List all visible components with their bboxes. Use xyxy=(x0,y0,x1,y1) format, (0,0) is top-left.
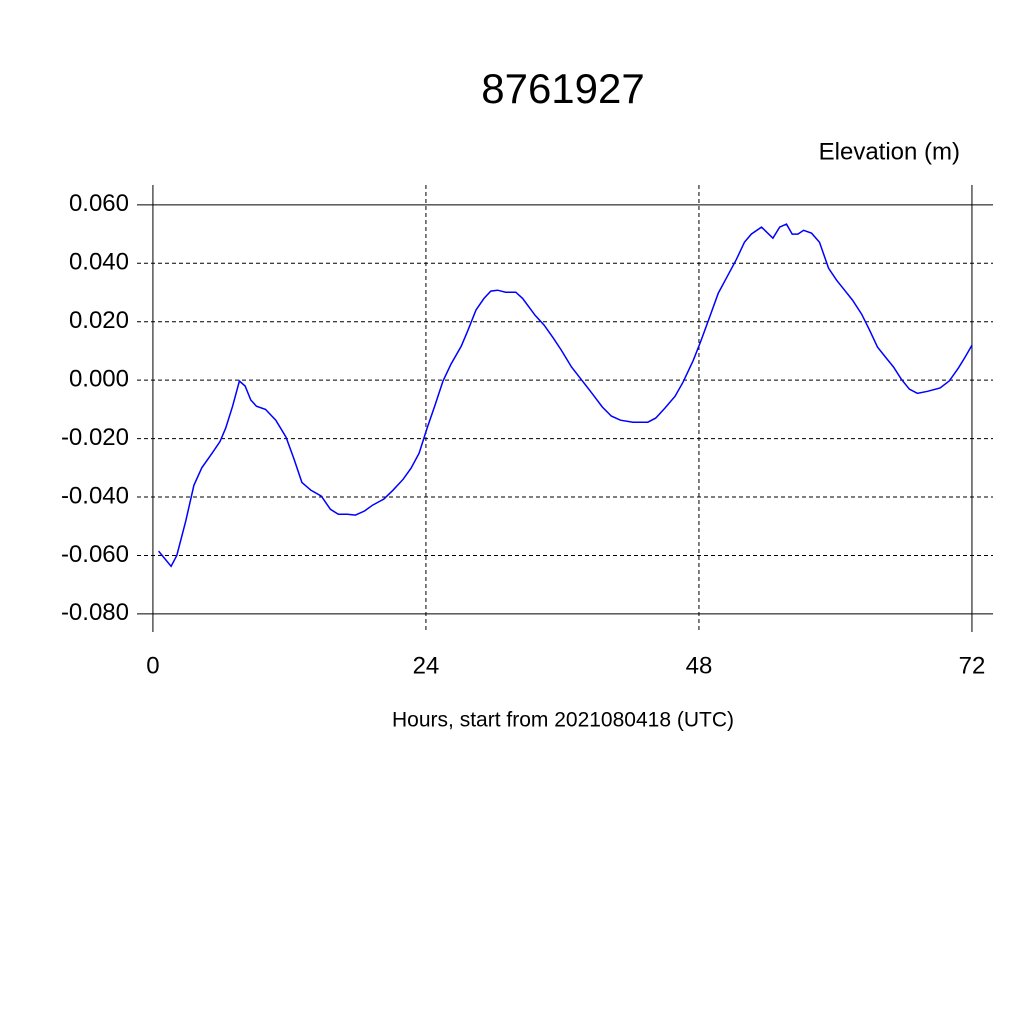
y-tick-label: -0.060 xyxy=(61,541,129,568)
chart-title: 8761927 xyxy=(481,65,645,112)
y-tick-label: -0.080 xyxy=(61,599,129,626)
y-tick-label: 0.020 xyxy=(69,307,129,334)
x-tick-label: 24 xyxy=(413,652,440,679)
y-tick-label: -0.020 xyxy=(61,424,129,451)
x-axis-label: Hours, start from 2021080418 (UTC) xyxy=(392,709,734,732)
x-tick-label: 72 xyxy=(959,652,986,679)
y-tick-label: 0.000 xyxy=(69,366,129,393)
y-tick-label: 0.060 xyxy=(69,190,129,217)
data-line xyxy=(158,223,973,568)
x-tick-label: 48 xyxy=(686,652,713,679)
y-tick-label: -0.040 xyxy=(61,482,129,509)
x-tick-label: 0 xyxy=(146,652,159,679)
y-tick-label: 0.040 xyxy=(69,249,129,276)
y-axis-label: Elevation (m) xyxy=(819,138,960,165)
